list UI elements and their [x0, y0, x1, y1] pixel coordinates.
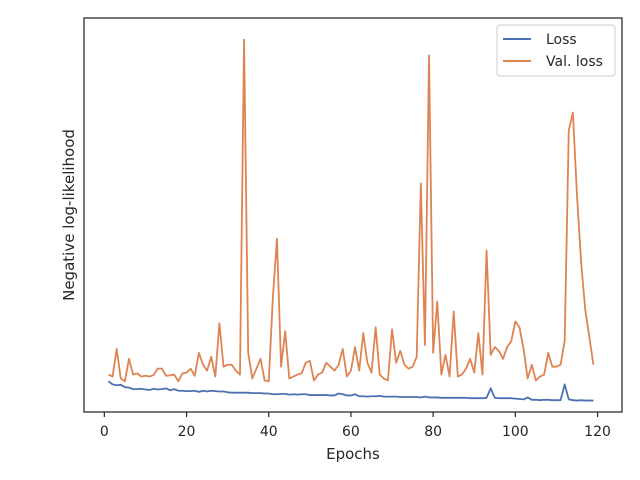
series-group	[107, 38, 595, 402]
x-tick-label: 80	[424, 424, 442, 440]
x-tick-label: 40	[260, 424, 278, 440]
axes-frame	[83, 17, 623, 413]
x-tick-label: 0	[100, 424, 109, 440]
series-line-val-loss	[108, 38, 595, 383]
x-tick-label: 120	[584, 424, 611, 440]
legend-label-val-loss: Val. loss	[546, 54, 603, 70]
x-axis-ticks: 0 20 40 60 80 100 120	[100, 412, 611, 440]
legend-box	[496, 24, 616, 77]
x-tick-label: 60	[342, 424, 360, 440]
x-tick-label: 100	[502, 424, 529, 440]
legend: Loss Val. loss	[496, 24, 616, 77]
series-line-loss	[107, 380, 594, 402]
legend-label-loss: Loss	[546, 32, 577, 48]
x-tick-label: 20	[178, 424, 196, 440]
y-axis-label: Negative log-likelihood	[60, 129, 78, 301]
x-axis-label: Epochs	[326, 445, 380, 463]
